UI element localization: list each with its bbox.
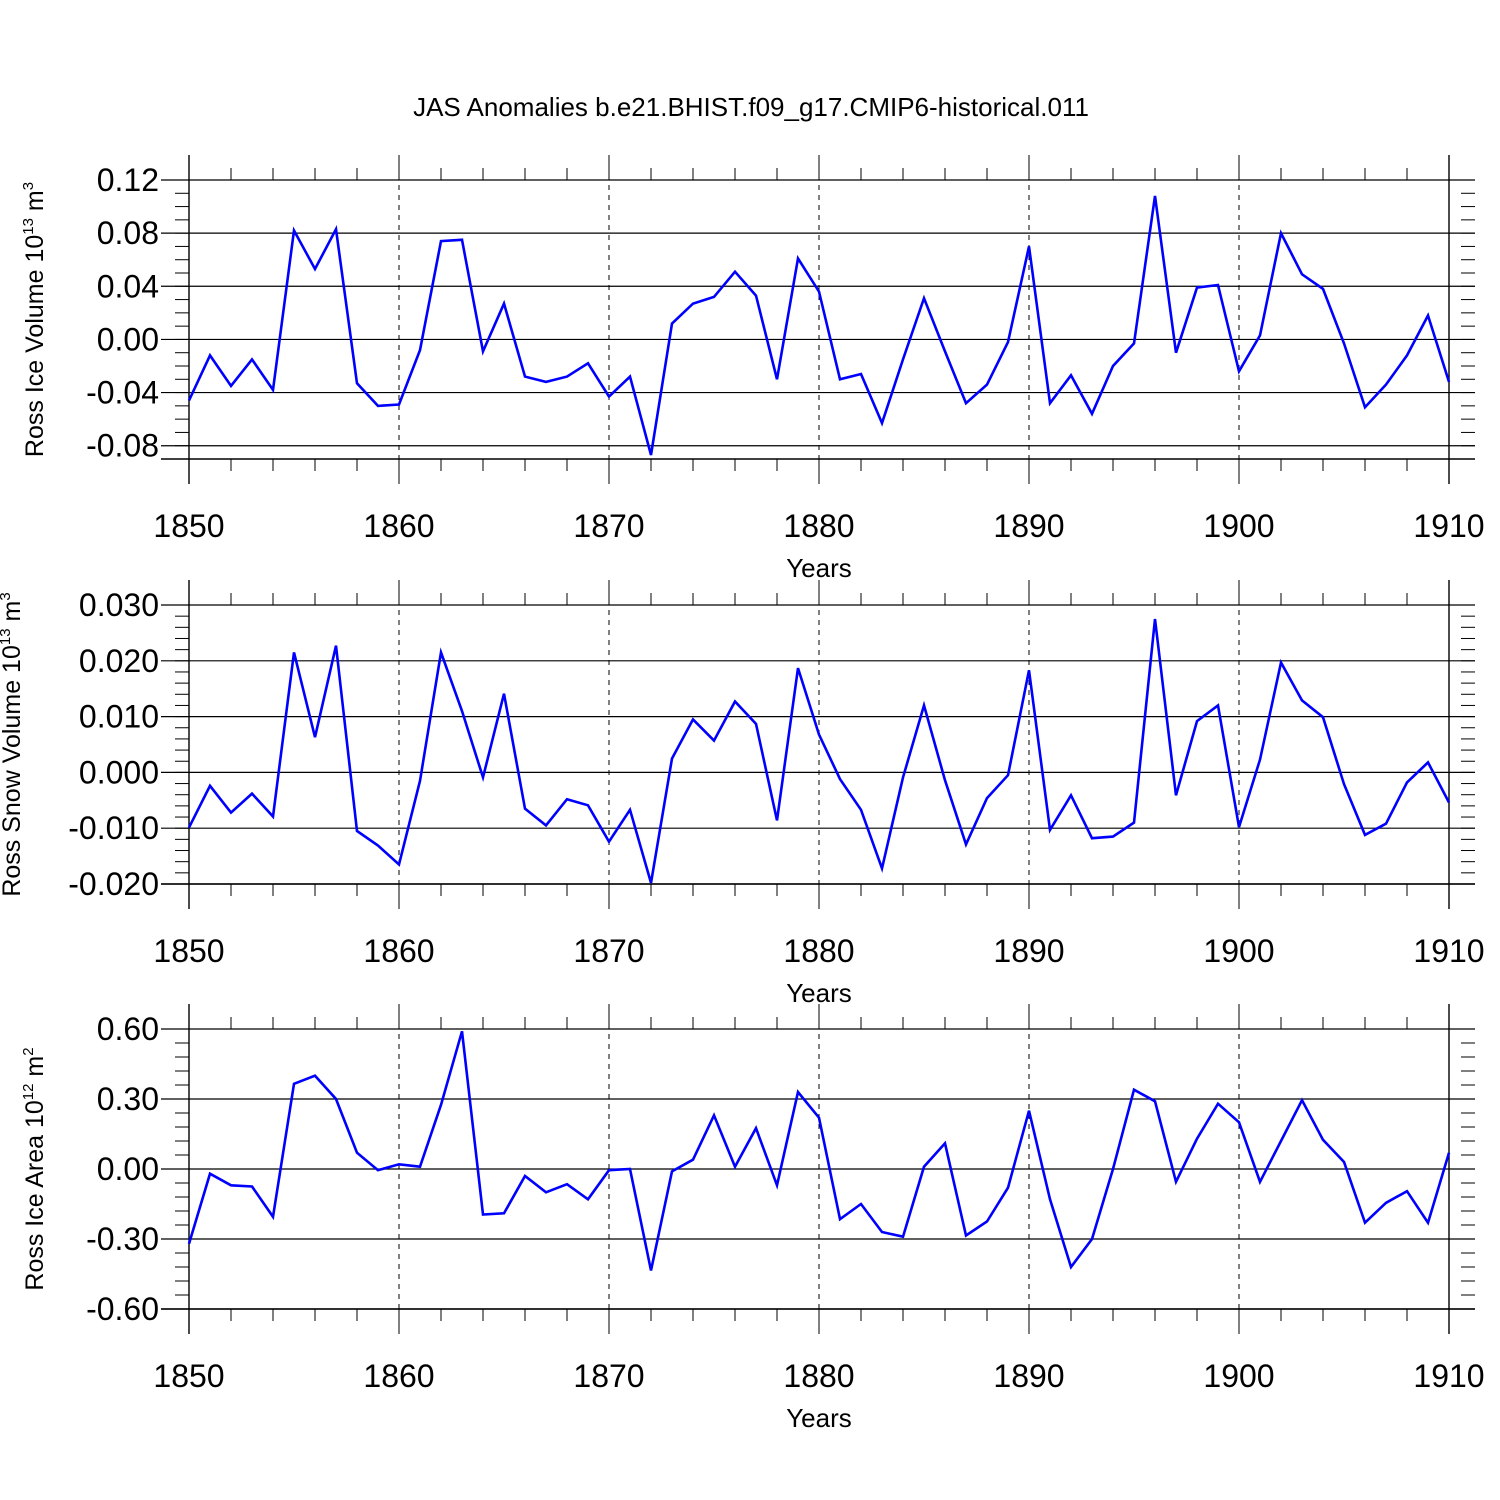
y-axis-label-exponent: 3 xyxy=(20,182,37,190)
x-tick-label: 1870 xyxy=(573,508,644,544)
x-tick-label: 1880 xyxy=(783,508,854,544)
y-tick-label: 0.010 xyxy=(79,699,159,735)
y-axis-label-exponent: 2 xyxy=(20,1047,37,1055)
y-axis-label-part: Ross Snow Volume 10 xyxy=(0,645,26,897)
x-tick-label: 1860 xyxy=(363,933,434,969)
x-tick-label: 1910 xyxy=(1413,1358,1484,1394)
y-axis-label-exponent: 13 xyxy=(0,628,14,645)
panel-2: 1850 1860 1870 1880 1890 1900 1910 0.030 0.020 0.… xyxy=(0,580,1485,1008)
figure-title: JAS Anomalies b.e21.BHIST.f09_g17.CMIP6-… xyxy=(413,92,1089,122)
x-tick-label: 1910 xyxy=(1413,508,1484,544)
x-tick-label: 1890 xyxy=(993,508,1064,544)
data-line-1 xyxy=(187,195,1451,456)
x-tick-label: 1900 xyxy=(1203,933,1274,969)
y-tick-label: 0.000 xyxy=(79,754,159,790)
y-axis-label-exponent: 13 xyxy=(20,218,37,235)
x-tick-label: 1860 xyxy=(363,1358,434,1394)
x-axis-label: Years xyxy=(786,1403,852,1433)
y-axis-label: Ross Snow Volume 1013 m3 xyxy=(0,592,26,896)
x-axis-label: Years xyxy=(786,553,852,583)
x-tick-label: 1880 xyxy=(783,933,854,969)
y-axis-label-part: Ross Ice Area 10 xyxy=(21,1100,49,1290)
x-tick-label: 1900 xyxy=(1203,1358,1274,1394)
y-tick-label: -0.60 xyxy=(86,1291,159,1327)
x-tick-label: 1910 xyxy=(1413,933,1484,969)
x-tick-label: 1890 xyxy=(993,1358,1064,1394)
y-tick-label: -0.30 xyxy=(86,1221,159,1257)
y-axis-label-part: m xyxy=(21,190,49,218)
y-tick-label: 0.020 xyxy=(79,643,159,679)
x-tick-label: 1870 xyxy=(573,1358,644,1394)
x-tick-label: 1870 xyxy=(573,933,644,969)
x-tick-label: 1890 xyxy=(993,933,1064,969)
y-tick-label: 0.030 xyxy=(79,587,159,623)
y-axis-label-exponent: 12 xyxy=(20,1084,37,1101)
x-tick-label: 1860 xyxy=(363,508,434,544)
y-tick-label: 0.00 xyxy=(97,321,159,357)
x-tick-label: 1880 xyxy=(783,1358,854,1394)
data-line-2 xyxy=(187,618,1451,884)
panel-1: 1850 1860 1870 1880 1890 1900 1910 0.12 0.08 0.04… xyxy=(20,155,1485,583)
x-tick-label: 1850 xyxy=(153,1358,224,1394)
y-tick-label: 0.04 xyxy=(97,268,159,304)
y-tick-label: 0.30 xyxy=(97,1081,159,1117)
y-axis-label-exponent: 3 xyxy=(0,592,14,600)
y-tick-label: 0.00 xyxy=(97,1151,159,1187)
x-axis-label: Years xyxy=(786,978,852,1008)
x-tick-label: 1850 xyxy=(153,933,224,969)
panel-3: 1850 1860 1870 1880 1890 1900 1910 0.60 0.30 0.00… xyxy=(20,1004,1485,1433)
y-axis-label: Ross Ice Volume 1013 m3 xyxy=(20,182,49,457)
data-line-3 xyxy=(187,1030,1451,1271)
y-tick-label: 0.60 xyxy=(97,1011,159,1047)
y-tick-label: 0.12 xyxy=(97,162,159,198)
y-axis-label-part: m xyxy=(0,601,26,629)
x-tick-label: 1850 xyxy=(153,508,224,544)
y-tick-label: -0.08 xyxy=(86,428,159,464)
x-tick-label: 1900 xyxy=(1203,508,1274,544)
y-axis-label-part: m xyxy=(21,1056,49,1084)
y-tick-label: 0.08 xyxy=(97,215,159,251)
y-tick-label: -0.020 xyxy=(68,866,159,902)
y-axis-label-part: Ross Ice Volume 10 xyxy=(21,235,49,457)
y-tick-label: -0.010 xyxy=(68,810,159,846)
y-tick-label: -0.04 xyxy=(86,375,159,411)
y-axis-label: Ross Ice Area 1012 m2 xyxy=(20,1047,49,1290)
